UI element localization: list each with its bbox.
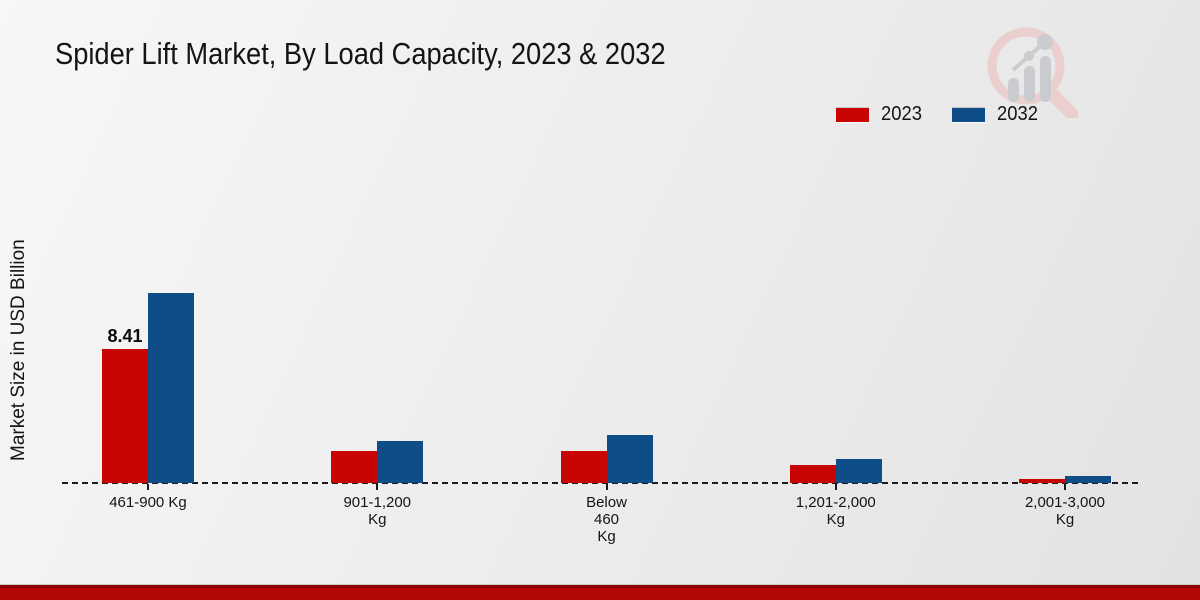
legend-item-2023: 2023: [836, 103, 926, 126]
legend-item-2032: 2032: [951, 103, 1042, 126]
x-axis-tick: [605, 484, 608, 490]
x-axis-tick-label: 2,001-3,000 Kg: [1024, 494, 1106, 528]
bar-2032-2-001-3-000-kg: [1065, 476, 1111, 483]
x-axis-tick: [834, 484, 837, 490]
bar-value-label: 8.41: [107, 326, 143, 346]
x-axis-tick: [376, 484, 379, 490]
bar-2032-below-460-kg: [606, 435, 653, 483]
bar-2023-below-460-kg: [560, 451, 607, 483]
x-axis-tick: [1064, 484, 1066, 490]
legend: 2023 2032: [836, 103, 1041, 126]
magnifier-logo-watermark: [982, 26, 1082, 123]
bar-2023-461-900-kg: [102, 349, 148, 483]
bar-2023-901-1-200-kg: [331, 451, 378, 483]
bar-2023-1-201-2-000-kg: [789, 465, 836, 483]
chart-title: Spider Lift Market, By Load Capacity, 20…: [55, 36, 666, 71]
legend-label-2032: 2032: [996, 103, 1038, 125]
bar-2032-901-1-200-kg: [377, 441, 424, 483]
legend-label-2023: 2023: [881, 103, 922, 125]
bar-2023-2-001-3-000-kg: [1019, 479, 1065, 483]
bar-2032-1-201-2-000-kg: [835, 459, 882, 483]
legend-swatch-2032: [951, 107, 985, 122]
bar-2032-461-900-kg: [148, 293, 194, 483]
x-axis-tick-label: 1,201-2,000 Kg: [795, 494, 876, 528]
x-axis-baseline: [62, 482, 1138, 484]
magnifier-logo-icon: [987, 27, 1079, 121]
y-axis-label: Market Size in USD Billion: [8, 239, 29, 461]
legend-swatch-2023: [836, 107, 869, 122]
x-axis-tick-label: Below 460 Kg: [586, 494, 627, 545]
x-axis-tick: [147, 484, 149, 490]
footer-brand-bar: [0, 584, 1200, 600]
x-axis-tick-label: 901-1,200 Kg: [343, 494, 412, 528]
x-axis-tick-label: 461-900 Kg: [109, 494, 187, 511]
